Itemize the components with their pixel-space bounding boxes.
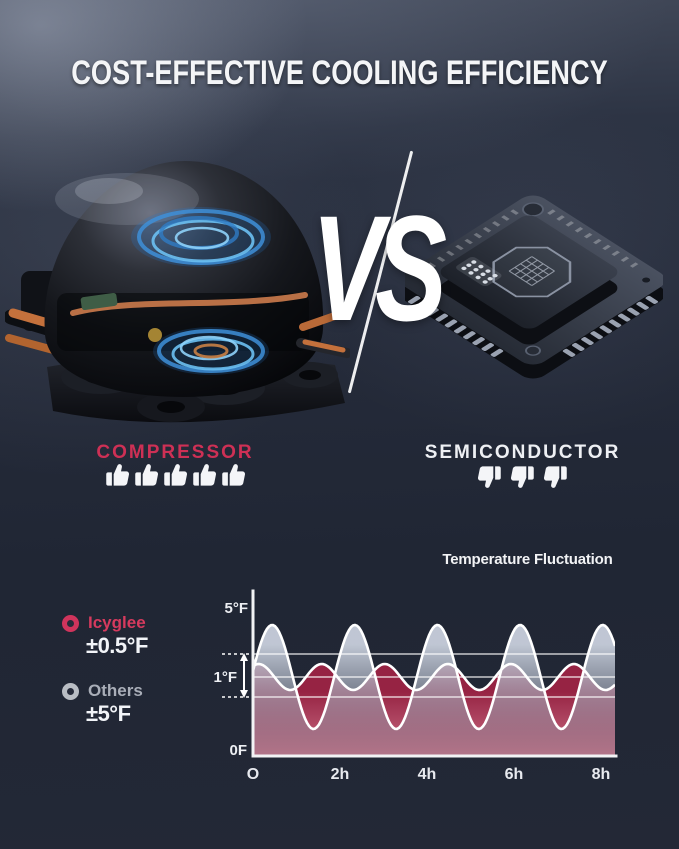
compressor-label: COMPRESSOR: [96, 442, 254, 463]
xtick-6h: 6h: [505, 766, 524, 783]
chart-title: Temperature Fluctuation: [442, 551, 613, 568]
band-label: 1°F: [213, 669, 237, 686]
legend-item-icyglee: Icyglee: [62, 613, 146, 633]
vs-label: VS: [311, 184, 447, 352]
ytick-0f: 0F: [229, 742, 247, 759]
xtick-2h: 2h: [331, 766, 350, 783]
thumb-down-icon: [510, 466, 534, 488]
chart-plot-area: [253, 623, 615, 756]
semiconductor-label: SEMICONDUCTOR: [424, 442, 621, 463]
chip-body-top: [440, 215, 618, 329]
thumb-up-icon: [192, 464, 216, 486]
chip-keypad-dots: [461, 260, 498, 284]
ytick-5f: 5°F: [224, 600, 248, 617]
thumb-up-icon: [163, 464, 187, 486]
legend-value-others: ±5°F: [86, 701, 131, 726]
compressor-rating: [40, 462, 310, 489]
legend-name-others: Others: [88, 681, 143, 700]
chip-octagon-inset: [492, 246, 572, 298]
x-axis-labels: O 2h 4h 6h 8h: [247, 766, 611, 783]
thumb-down-icon: [543, 466, 567, 488]
chip-die-grid: [508, 256, 555, 286]
chip-pin-rows: [407, 209, 659, 357]
compressor-pipes-right: [296, 307, 350, 358]
legend-dot-others-icon: [62, 682, 79, 700]
legend-item-others: Others: [62, 681, 143, 701]
legend-name-icyglee: Icyglee: [88, 613, 146, 632]
xtick-4h: 4h: [418, 766, 437, 783]
thumb-up-icon: [221, 464, 245, 486]
body-gloss-2: [75, 178, 143, 204]
legend-value-icyglee: ±0.5°F: [86, 633, 148, 658]
xtick-0h: O: [247, 766, 259, 783]
cooling-coil-bottom: [153, 327, 269, 375]
cooling-coil-top: [131, 207, 271, 267]
icyglee-line: [253, 662, 615, 692]
gridlines: [253, 653, 615, 698]
others-line: [253, 623, 615, 731]
semiconductor-rating: [390, 463, 655, 490]
temperature-fluctuation-chart: 5°F 1°F 0F O 2h 4h 6h 8h: [213, 589, 618, 783]
axes: [251, 589, 618, 758]
thumb-up-icon: [134, 464, 158, 486]
band-annotation: [222, 653, 252, 698]
others-area: [253, 625, 615, 756]
thumb-up-icon: [105, 464, 129, 486]
body-gloss: [55, 173, 199, 225]
xtick-8h: 8h: [592, 766, 611, 783]
page-title: COST-EFFECTIVE COOLING EFFICIENCY: [71, 54, 608, 92]
semiconductor-chip-photo: [405, 195, 663, 379]
compressor-photo: [5, 161, 350, 423]
legend-dot-icyglee-icon: [62, 614, 79, 632]
thumb-down-icon: [477, 466, 501, 488]
